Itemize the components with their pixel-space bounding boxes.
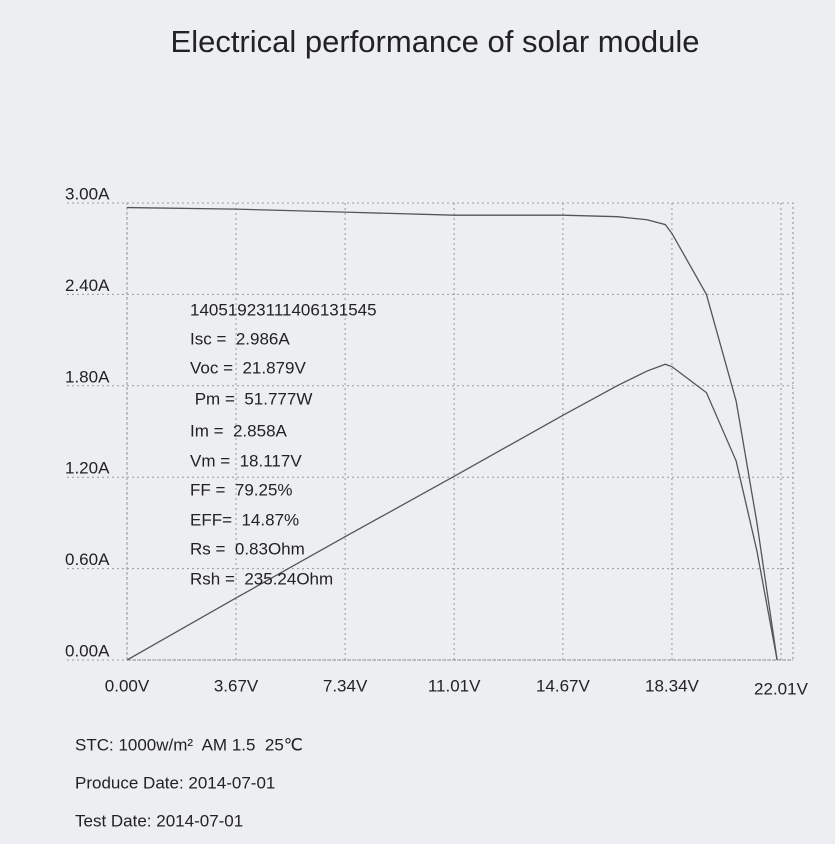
footer-text: Test Date: 2014-07-01 [75,811,243,830]
y-tick-label: 2.40A [65,276,110,295]
x-tick-label: 7.34V [323,676,368,695]
x-tick-label: 11.01V [428,676,481,695]
chart-title: Electrical performance of solar module [171,24,700,59]
annotation: Isc = 2.986A [190,329,290,348]
annotation: Rs = 0.83Ohm [190,539,305,558]
annotation: EFF= 14.87% [190,510,299,529]
annotation: Im = 2.858A [190,421,288,440]
annotation: Rsh = 235.24Ohm [190,569,333,588]
footer-text: STC: 1000w/m² AM 1.5 25℃ [75,735,303,754]
x-tick-label: 22.01V [754,679,809,698]
series-line [126,206,778,661]
annotation: FF = 79.25% [190,480,293,499]
annotation: 14051923111406131545 [190,300,377,319]
x-tick-label: 14.67V [536,676,591,695]
y-tick-label: 3.00A [65,184,110,203]
y-tick-label: 0.60A [65,550,110,569]
y-tick-label: 1.20A [65,459,110,478]
y-tick-label: 0.00A [65,641,110,660]
annotation: Pm = 51.777W [190,389,312,408]
annotation: Vm = 18.117V [190,451,302,470]
x-tick-label: 0.00V [105,676,150,695]
annotation: Voc = 21.879V [190,358,306,377]
plot-frame [126,202,794,661]
x-tick-label: 18.34V [645,676,700,695]
footer-text: Produce Date: 2014-07-01 [75,773,275,792]
series-line [126,363,778,661]
y-tick-label: 1.80A [65,367,110,386]
x-tick-label: 3.67V [214,676,259,695]
